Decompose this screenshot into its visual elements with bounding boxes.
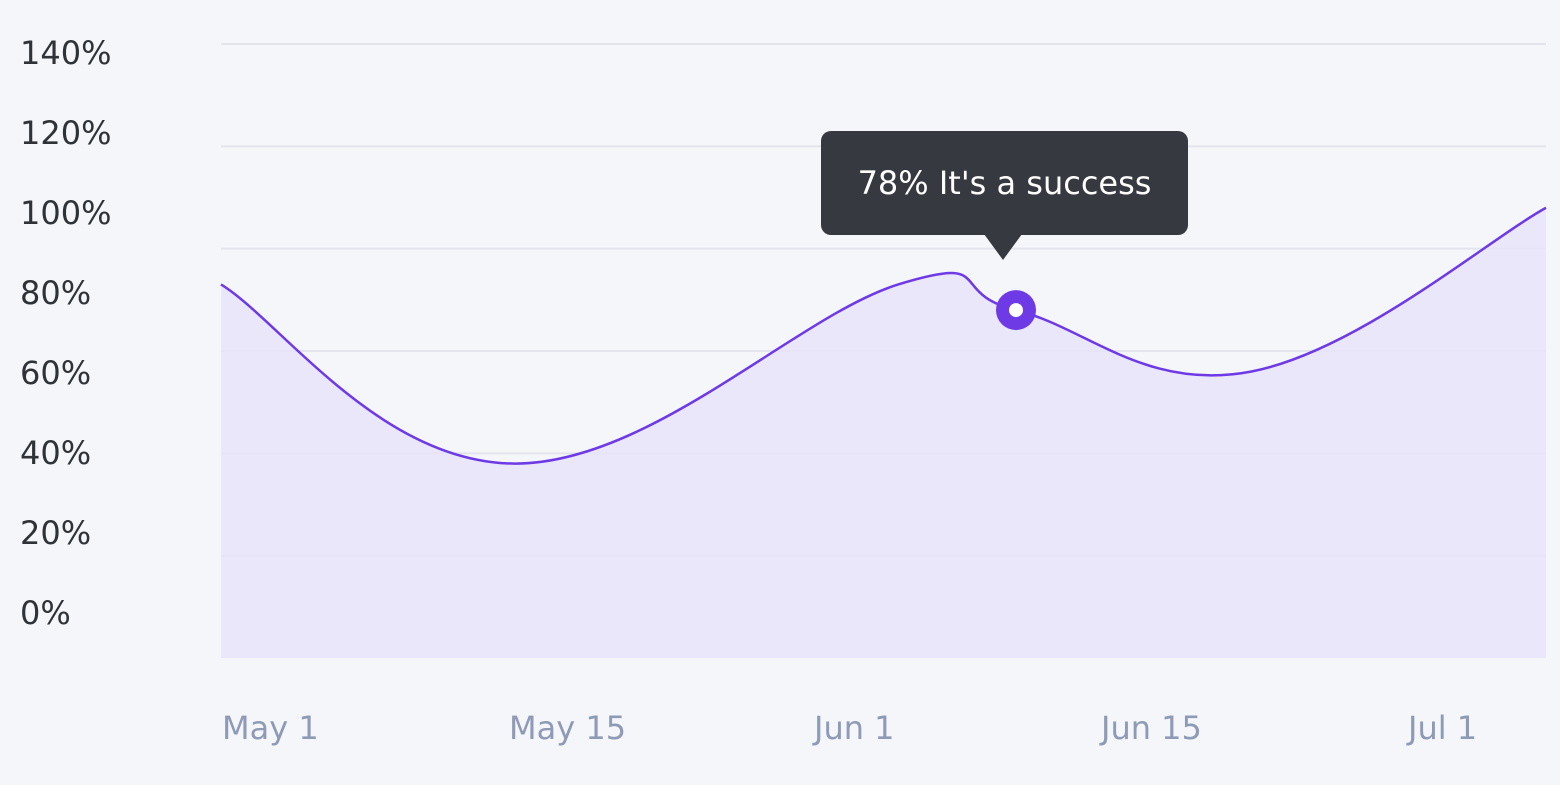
tooltip-arrow <box>984 234 1022 260</box>
x-tick-label-may-1: May 1 <box>222 709 319 747</box>
y-tick-label-100: 100% <box>20 194 112 232</box>
series-area-fill <box>221 207 1546 658</box>
series-line <box>220 206 1547 465</box>
x-tick-label-jul-1: Jul 1 <box>1408 709 1478 747</box>
tooltip: 78% It's a success <box>821 131 1188 235</box>
y-tick-label-40: 40% <box>20 434 92 472</box>
highlight-point-center <box>1009 303 1023 318</box>
x-tick-label-jun-1: Jun 1 <box>814 709 895 747</box>
y-tick-label-0: 0% <box>20 594 71 632</box>
y-tick-label-140: 140% <box>20 34 112 72</box>
x-tick-label-may-15: May 15 <box>509 709 627 747</box>
y-tick-label-120: 120% <box>20 114 112 152</box>
tooltip-text: 78% It's a success <box>857 164 1152 202</box>
y-tick-label-80: 80% <box>20 274 92 312</box>
y-tick-label-60: 60% <box>20 354 92 392</box>
x-tick-label-jun-15: Jun 15 <box>1101 709 1202 747</box>
y-tick-label-20: 20% <box>20 514 92 552</box>
